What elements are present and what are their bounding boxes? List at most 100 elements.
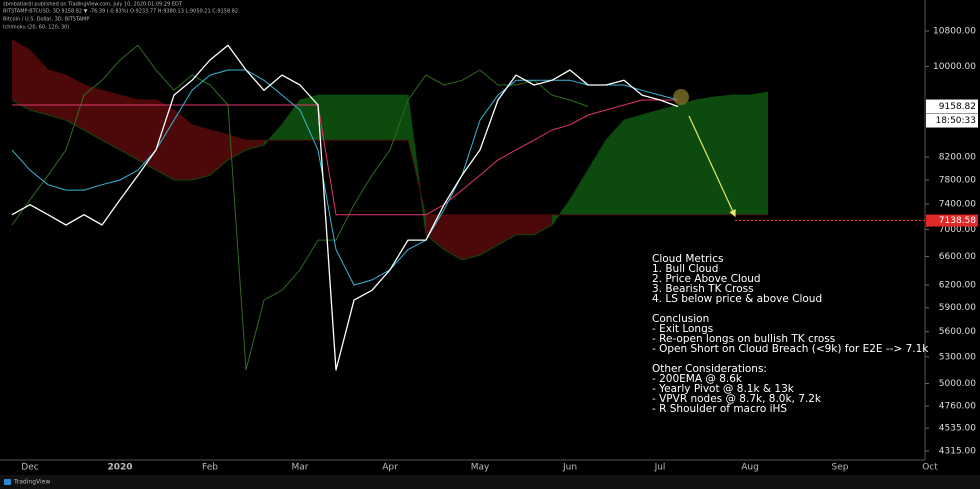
cloud-segment (750, 92, 768, 215)
note-line: - Yearly Pivot @ 8.1k & 13k (652, 383, 795, 395)
cloud-segment (300, 95, 318, 141)
y-tick-label: 5000.00 (939, 379, 976, 389)
cloud-segment (588, 140, 606, 215)
cloud-segment (372, 95, 390, 141)
cloud-segment (228, 134, 246, 160)
cloud-segment (516, 214, 534, 235)
x-tick-label: Dec (21, 463, 38, 473)
y-tick-label: 5900.00 (939, 303, 976, 313)
y-tick-label: 5600.00 (939, 327, 976, 337)
cloud-segment (138, 100, 156, 171)
cloud-segment (714, 95, 732, 215)
cloud-segment (660, 105, 678, 215)
x-tick-label: Apr (382, 463, 398, 473)
symbol-line: BITSTAMP:BTCUSD, 3D 9158.82 ▼ -76.39 (-0… (3, 9, 238, 15)
cloud-segment (354, 95, 372, 141)
cloud-segment (336, 95, 354, 141)
countdown-label: 18:50:33 (936, 116, 976, 126)
x-tick-label: May (471, 463, 490, 473)
note-line: - R Shoulder of macro iHS (652, 403, 787, 415)
note-line: 3. Bearish TK Cross (652, 283, 754, 295)
x-tick-label: Oct (922, 463, 938, 473)
y-tick-label: 10800.00 (933, 27, 976, 37)
price-label: 9158.82 (939, 102, 976, 112)
y-tick-label: 7400.00 (939, 200, 976, 210)
cloud-segment (30, 50, 48, 115)
x-tick-label: Sep (832, 463, 849, 473)
cloud-segment (570, 170, 588, 215)
cloud-segment (66, 75, 84, 130)
cloud-segment (426, 214, 444, 250)
note-line: 2. Price Above Cloud (652, 273, 761, 285)
cloud-segment (696, 97, 714, 215)
x-tick-label: Aug (741, 463, 759, 473)
y-tick-label: 10000.00 (933, 62, 976, 72)
plot-area (11, 39, 769, 371)
note-line: Cloud Metrics (652, 253, 723, 265)
target-badge (926, 214, 978, 227)
cloud-segment (390, 95, 408, 141)
cloud-segment (642, 110, 660, 215)
note-line: - VPVR nodes @ 8.7k, 8.0k, 7.2k (652, 393, 822, 405)
y-tick-label: 8200.00 (939, 153, 976, 163)
price-axis-panel (925, 0, 980, 475)
note-line: - 200EMA @ 8.6k (652, 373, 743, 385)
y-tick-label: 4760.00 (939, 401, 976, 411)
x-tick-label: Jul (654, 463, 666, 473)
series-line (11, 44, 679, 371)
cloud-segment (210, 130, 228, 176)
y-tick-label: 7800.00 (939, 176, 976, 186)
cloud-segment (12, 40, 30, 110)
x-tick-label: Mar (292, 463, 309, 473)
y-tick-label: 6600.00 (939, 252, 976, 262)
instrument-line: Bitcoin / U.S. Dollar, 3D, BITSTAMP (3, 17, 89, 23)
cloud-segment (624, 115, 642, 215)
note-line: 1. Bull Cloud (652, 263, 718, 275)
target-label: 7138.58 (939, 216, 976, 226)
note-line: Other Considerations: (652, 363, 767, 375)
x-tick-label: Jun (562, 463, 577, 473)
series-line (11, 69, 679, 286)
cloud-segment (120, 95, 138, 160)
y-tick-label: 4315.00 (939, 446, 976, 456)
cloud-segment (192, 124, 210, 180)
y-tick-label: 5300.00 (939, 352, 976, 362)
cloud-segment (84, 85, 102, 141)
note-line: - Re-open longs on bullish TK cross (652, 333, 835, 345)
publisher-line: sbmbatiardi published on TradingView.com… (3, 2, 183, 8)
cloud-segment (534, 214, 552, 235)
note-line: - Exit Longs (652, 323, 713, 335)
cloud-segment (732, 95, 750, 215)
cloud-segment (282, 100, 300, 141)
y-tick-label: 4535.00 (939, 424, 976, 434)
cloud-segment (174, 110, 192, 180)
indicator-line: Ichimoku (20, 60, 120, 30) (3, 25, 69, 31)
note-line: 4. LS below price & above Cloud (652, 293, 822, 305)
cloud-segment (246, 140, 264, 150)
footer-logo (4, 479, 11, 485)
cloud-segment (678, 100, 696, 215)
footer-bar (0, 475, 980, 489)
cloud-segment (102, 90, 120, 150)
footer-text: TradingView (13, 479, 50, 486)
note-line: Conclusion (652, 313, 709, 325)
cloud-segment (480, 214, 498, 256)
y-tick-label: 7000.00 (939, 225, 976, 235)
series-line (11, 44, 589, 371)
highlight-circle (673, 89, 689, 105)
series-line (12, 99, 678, 216)
cloud-segment (48, 70, 66, 121)
cloud-segment (318, 95, 336, 141)
x-tick-label: Feb (202, 463, 218, 473)
cloud-segment (156, 100, 174, 180)
note-line: - Open Short on Cloud Breach (<9k) for E… (652, 343, 929, 355)
cloud-segment (462, 214, 480, 260)
cloud-edge (11, 39, 768, 216)
cloud-segment (444, 214, 462, 260)
cloud-edge (11, 91, 769, 261)
x-tick-label: 2020 (107, 463, 132, 473)
y-tick-label: 6200.00 (939, 281, 976, 291)
projection-arrow (688, 115, 736, 218)
